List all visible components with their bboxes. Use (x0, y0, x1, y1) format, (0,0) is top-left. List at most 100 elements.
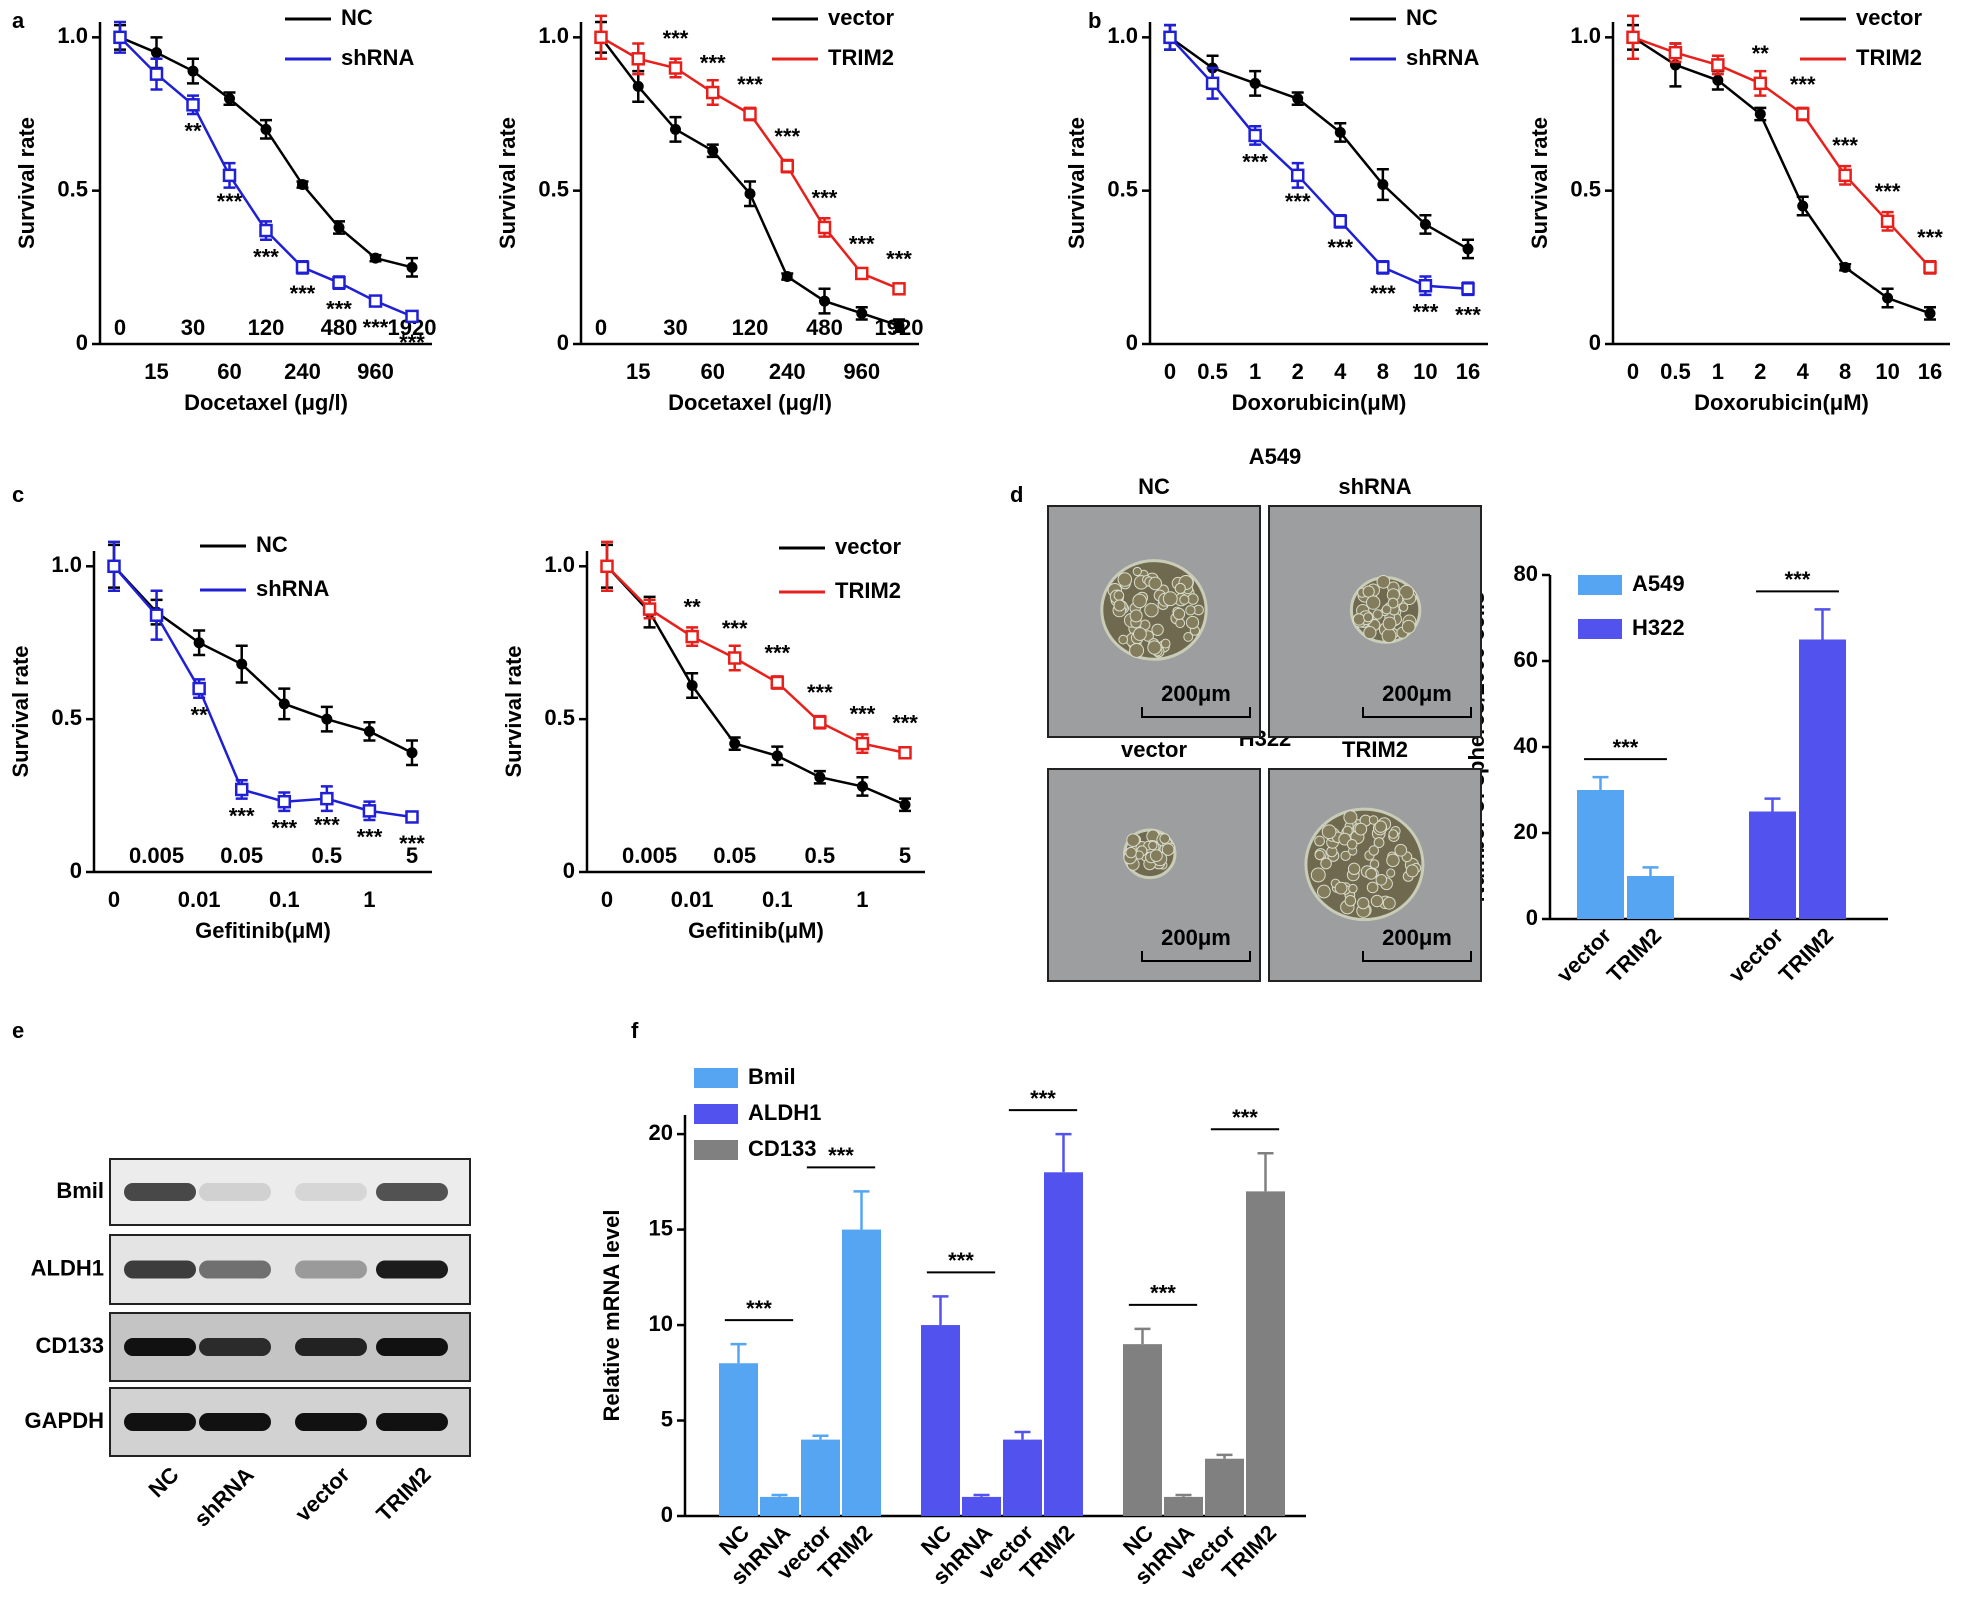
y-tick-label: 10 (649, 1311, 673, 1336)
marker (278, 698, 290, 710)
significance-label: *** (812, 185, 838, 210)
marker (259, 223, 273, 238)
scale-bar (1141, 707, 1251, 718)
blot-band (376, 1183, 448, 1201)
y-axis-title: Survival rate (1527, 117, 1552, 249)
x-axis-title: Docetaxel (μg/l) (668, 390, 832, 415)
cell (1117, 572, 1133, 587)
marker (297, 179, 308, 191)
y-tick-label: 1.0 (1107, 23, 1138, 48)
marker (186, 98, 200, 112)
significance-label: *** (850, 701, 876, 726)
marker (893, 320, 905, 332)
cell (1370, 894, 1384, 908)
marker (642, 602, 657, 616)
blot-band (124, 1413, 196, 1431)
y-axis-title: Survival rate (495, 117, 520, 249)
x-tick-label: 0 (1164, 359, 1176, 384)
marker (670, 123, 681, 135)
blot-row-label: ALDH1 (31, 1255, 104, 1280)
cell (1179, 594, 1190, 605)
marker (1923, 260, 1937, 275)
marker (1924, 307, 1936, 319)
marker (1419, 218, 1431, 230)
y-tick-label: 0 (1589, 330, 1601, 355)
error-bar (932, 1295, 949, 1326)
error-bar (1592, 775, 1609, 790)
significance-label: *** (1832, 133, 1858, 158)
marker (1797, 200, 1809, 212)
micrograph-label: TRIM2 (1342, 737, 1408, 762)
x-tick-label: 480 (321, 315, 358, 340)
cell (1172, 607, 1186, 620)
cell (1405, 864, 1419, 878)
bar (1627, 876, 1674, 919)
blot-band (124, 1183, 196, 1201)
legend-label: vector (835, 534, 901, 559)
micrograph-group-title: A549 (1249, 444, 1302, 469)
cell (1346, 838, 1358, 850)
significance-label: *** (253, 244, 279, 269)
y-tick-label: 1.0 (538, 23, 569, 48)
significance-label: *** (828, 1143, 854, 1168)
significance-label: *** (1150, 1281, 1176, 1306)
error-bar (1134, 1327, 1151, 1345)
significance-label: *** (1917, 225, 1943, 250)
marker (405, 810, 419, 824)
blot-band (124, 1260, 196, 1279)
y-tick-label: 60 (1514, 647, 1538, 672)
y-tick-label: 1.0 (544, 552, 575, 577)
significance-label: *** (1242, 149, 1268, 174)
cell (1340, 850, 1351, 861)
series-line (1169, 36, 1469, 291)
marker (1462, 243, 1474, 255)
y-axis-title: Relative mRNA level (599, 1210, 624, 1422)
bar (1003, 1439, 1042, 1516)
panel-label: c (12, 482, 24, 507)
marker (819, 295, 830, 307)
y-tick-label: 0 (563, 858, 575, 883)
marker (277, 794, 292, 809)
x-tick-label: 4 (1334, 359, 1347, 384)
marker (770, 675, 785, 690)
significance-label: *** (849, 231, 875, 256)
cell (1321, 824, 1337, 840)
significance-label: *** (271, 815, 297, 840)
significance-label: *** (886, 247, 912, 272)
marker (631, 52, 645, 66)
x-tick-label: 0 (108, 887, 120, 912)
x-tick-label: 30 (663, 315, 687, 340)
bar (962, 1496, 1001, 1516)
cell (1314, 835, 1325, 847)
cell (1118, 634, 1129, 645)
x-tick-label: 8 (1377, 359, 1389, 384)
marker (1795, 107, 1810, 121)
marker (632, 80, 644, 92)
marker (1205, 76, 1220, 91)
bar (921, 1325, 960, 1516)
marker (1292, 93, 1304, 105)
cell (1363, 625, 1377, 640)
blot-band (295, 1260, 367, 1279)
x-tick-label: 0 (114, 315, 126, 340)
marker (685, 629, 699, 644)
marker (149, 67, 164, 81)
panel-label: d (1010, 482, 1023, 507)
legend-label: TRIM2 (1856, 45, 1922, 70)
cell (1352, 613, 1366, 626)
cell (1398, 602, 1409, 612)
cell (1376, 574, 1391, 589)
legend-swatch (694, 1140, 738, 1160)
y-tick-label: 0 (70, 858, 82, 883)
cell (1129, 609, 1143, 623)
marker (151, 47, 162, 59)
error-bar (1216, 1453, 1233, 1459)
marker (780, 159, 794, 173)
cell (1386, 853, 1400, 868)
cell (1368, 845, 1379, 856)
x-tick-label: 240 (769, 359, 806, 384)
cell (1161, 843, 1175, 856)
y-tick-label: 1.0 (1570, 23, 1601, 48)
significance-label: *** (764, 640, 790, 665)
